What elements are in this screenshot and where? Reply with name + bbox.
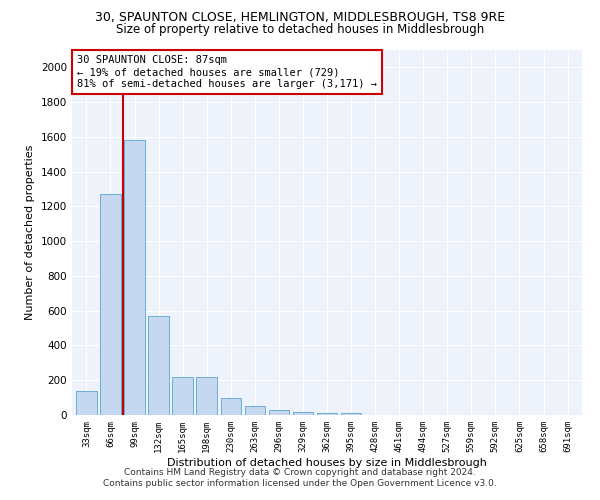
- Bar: [148, 316, 169, 415]
- Y-axis label: Number of detached properties: Number of detached properties: [25, 145, 35, 320]
- Text: 30, SPAUNTON CLOSE, HEMLINGTON, MIDDLESBROUGH, TS8 9RE: 30, SPAUNTON CLOSE, HEMLINGTON, MIDDLESB…: [95, 11, 505, 24]
- Bar: [172, 377, 193, 415]
- Text: Contains HM Land Registry data © Crown copyright and database right 2024.
Contai: Contains HM Land Registry data © Crown c…: [103, 468, 497, 487]
- Bar: [100, 194, 121, 415]
- Bar: [124, 140, 145, 415]
- Bar: [269, 410, 289, 415]
- Text: Size of property relative to detached houses in Middlesbrough: Size of property relative to detached ho…: [116, 22, 484, 36]
- Text: 30 SPAUNTON CLOSE: 87sqm
← 19% of detached houses are smaller (729)
81% of semi-: 30 SPAUNTON CLOSE: 87sqm ← 19% of detach…: [77, 56, 377, 88]
- Bar: [76, 390, 97, 415]
- Bar: [221, 398, 241, 415]
- X-axis label: Distribution of detached houses by size in Middlesbrough: Distribution of detached houses by size …: [167, 458, 487, 468]
- Bar: [317, 414, 337, 415]
- Bar: [293, 412, 313, 415]
- Bar: [196, 377, 217, 415]
- Bar: [341, 414, 361, 415]
- Bar: [245, 406, 265, 415]
